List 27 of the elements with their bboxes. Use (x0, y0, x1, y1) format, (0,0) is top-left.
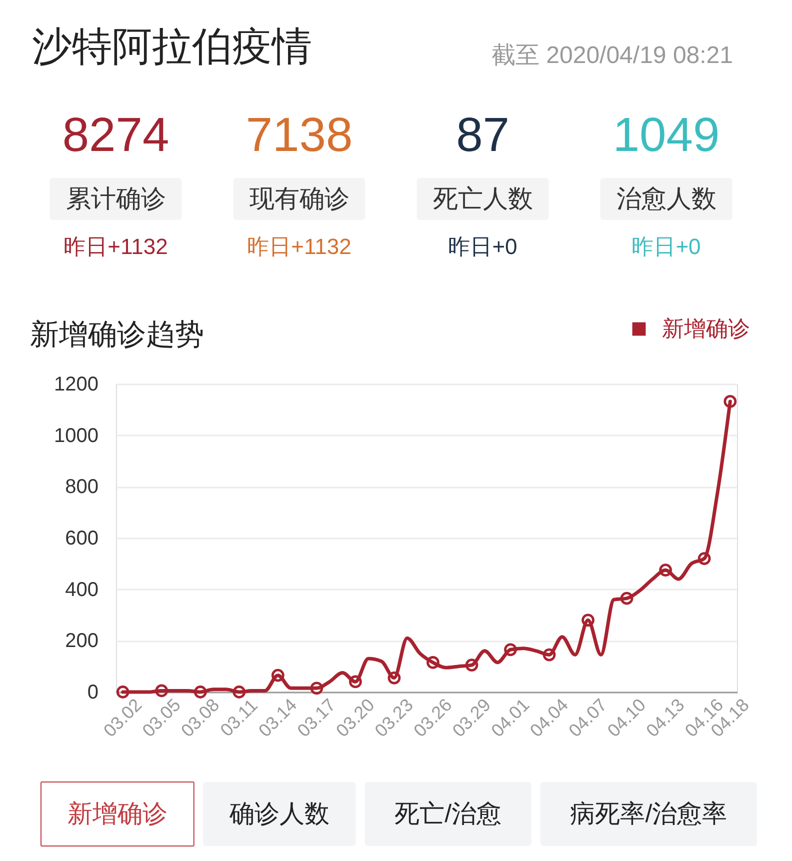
y-tick-label: 800 (65, 476, 98, 498)
text: 累计确诊 (66, 185, 166, 213)
legend-label: 新增确诊 (662, 316, 750, 341)
chart-title: 新增确诊趋势 (30, 319, 204, 351)
text: 昨日+0 (448, 234, 518, 259)
text: 现有确诊 (249, 185, 350, 213)
category-label: 新增确诊 (67, 800, 168, 828)
y-tick-label: 1200 (54, 374, 98, 396)
text: 昨日+0 (632, 234, 701, 259)
category-label: 死亡/治愈 (394, 800, 502, 828)
data-label: 87 (456, 109, 510, 162)
y-tick-label: 1000 (54, 424, 98, 447)
y-tick-label: 400 (65, 578, 98, 601)
data-label: 1049 (612, 109, 720, 162)
text: 死亡人数 (432, 185, 533, 213)
text: 昨日+1132 (247, 234, 352, 259)
text: 治愈人数 (616, 185, 716, 213)
category-label: 病死率/治愈率 (570, 800, 728, 828)
data-label: 8274 (62, 109, 170, 162)
y-tick-label: 600 (65, 528, 98, 550)
y-tick-label: 200 (65, 630, 98, 652)
data-label: 7138 (246, 109, 353, 162)
text: 昨日+1132 (64, 234, 168, 259)
category-label: 确诊人数 (228, 800, 330, 828)
y-tick-label: 0 (87, 682, 98, 704)
text: 沙特阿拉伯疫情 (32, 25, 312, 69)
text: 截至 2020/04/19 08:21 (491, 42, 733, 69)
